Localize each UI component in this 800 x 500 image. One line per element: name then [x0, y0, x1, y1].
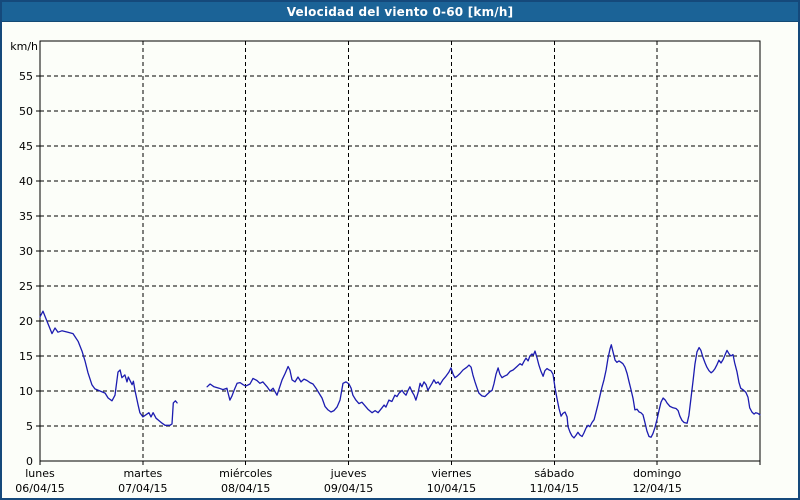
x-day-label: sábado [534, 467, 574, 480]
y-axis-unit-label: km/h [10, 40, 38, 53]
y-tick-label: 30 [19, 245, 33, 258]
x-date-label: 09/04/15 [324, 482, 373, 495]
y-tick-label: 5 [26, 420, 33, 433]
x-day-label: miércoles [219, 467, 272, 480]
y-tick-label: 20 [19, 315, 33, 328]
y-tick-label: 0 [26, 455, 33, 468]
title-bar: Velocidad del viento 0-60 [km/h] [2, 2, 798, 22]
x-date-label: 08/04/15 [221, 482, 270, 495]
plot-border [39, 40, 761, 462]
x-day-label: viernes [431, 467, 471, 480]
x-date-label: 12/04/15 [632, 482, 681, 495]
y-tick-label: 55 [19, 70, 33, 83]
wind-speed-line [39, 310, 178, 426]
x-day-label: domingo [633, 467, 681, 480]
x-date-label: 10/04/15 [427, 482, 476, 495]
x-date-label: 11/04/15 [530, 482, 579, 495]
x-day-label: lunes [25, 467, 55, 480]
y-tick-label: 15 [19, 350, 33, 363]
y-tick-label: 10 [19, 385, 33, 398]
x-day-label: jueves [330, 467, 367, 480]
x-date-label: 07/04/15 [118, 482, 167, 495]
y-tick-label: 45 [19, 140, 33, 153]
x-date-label: 06/04/15 [15, 482, 64, 495]
x-day-label: martes [123, 467, 162, 480]
y-tick-label: 25 [19, 280, 33, 293]
y-tick-label: 50 [19, 105, 33, 118]
wind-speed-line [206, 344, 761, 439]
chart-title: Velocidad del viento 0-60 [km/h] [286, 4, 514, 19]
y-tick-label: 40 [19, 175, 33, 188]
y-tick-label: 35 [19, 210, 33, 223]
